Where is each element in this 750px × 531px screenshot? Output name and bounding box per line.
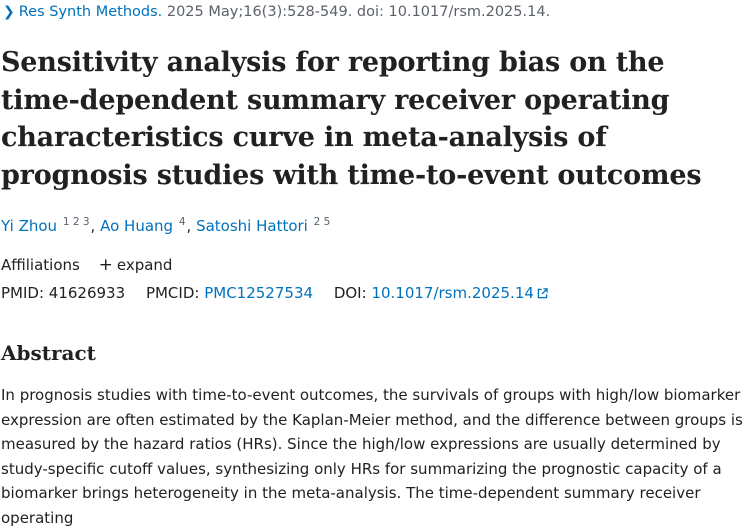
author-link[interactable]: Satoshi Hattori [196,217,308,235]
author-affiliation-refs[interactable]: 1 2 3 [62,216,90,228]
doi-link[interactable]: 10.1017/rsm.2025.14 [371,284,548,302]
pmcid-label: PMCID: [145,284,200,302]
abstract-heading: Abstract [1,341,96,365]
author-link[interactable]: Ao Huang [100,217,174,235]
author-affiliation-refs[interactable]: 2 5 [313,216,331,228]
doi-label: DOI: [333,284,367,302]
abstract-text: In prognosis studies with time-to-event … [1,386,743,527]
pmid-label: PMID: [1,284,45,302]
external-link-icon [537,288,548,299]
identifiers-row: PMID: 41626933 PMCID: PMC12527534 DOI: 1… [1,284,548,302]
author-separator: , [90,217,96,235]
author-separator: , [186,217,192,235]
doi-value: 10.1017/rsm.2025.14 [371,284,534,302]
affiliations-expand-button[interactable]: + expand [98,255,173,275]
plus-icon: + [98,255,113,275]
journal-link[interactable]: Res Synth Methods. [18,4,163,20]
expand-label: expand [116,256,173,274]
citation-details: 2025 May;16(3):528-549. doi: 10.1017/rsm… [166,4,551,20]
author-link[interactable]: Yi Zhou [1,217,58,235]
author-list: Yi Zhou 1 2 3, Ao Huang 4, Satoshi Hatto… [1,216,331,235]
article-title: Sensitivity analysis for reporting bias … [1,47,702,191]
affiliations-label: Affiliations [1,256,80,274]
citation-line: ❯ Res Synth Methods. 2025 May;16(3):528-5… [3,4,550,20]
pmcid-link[interactable]: PMC12527534 [204,284,314,302]
pmid-value: 41626933 [48,284,126,302]
chevron-right-icon: ❯ [3,4,15,20]
affiliations-row: Affiliations + expand [1,255,172,275]
author-affiliation-refs[interactable]: 4 [178,216,186,228]
